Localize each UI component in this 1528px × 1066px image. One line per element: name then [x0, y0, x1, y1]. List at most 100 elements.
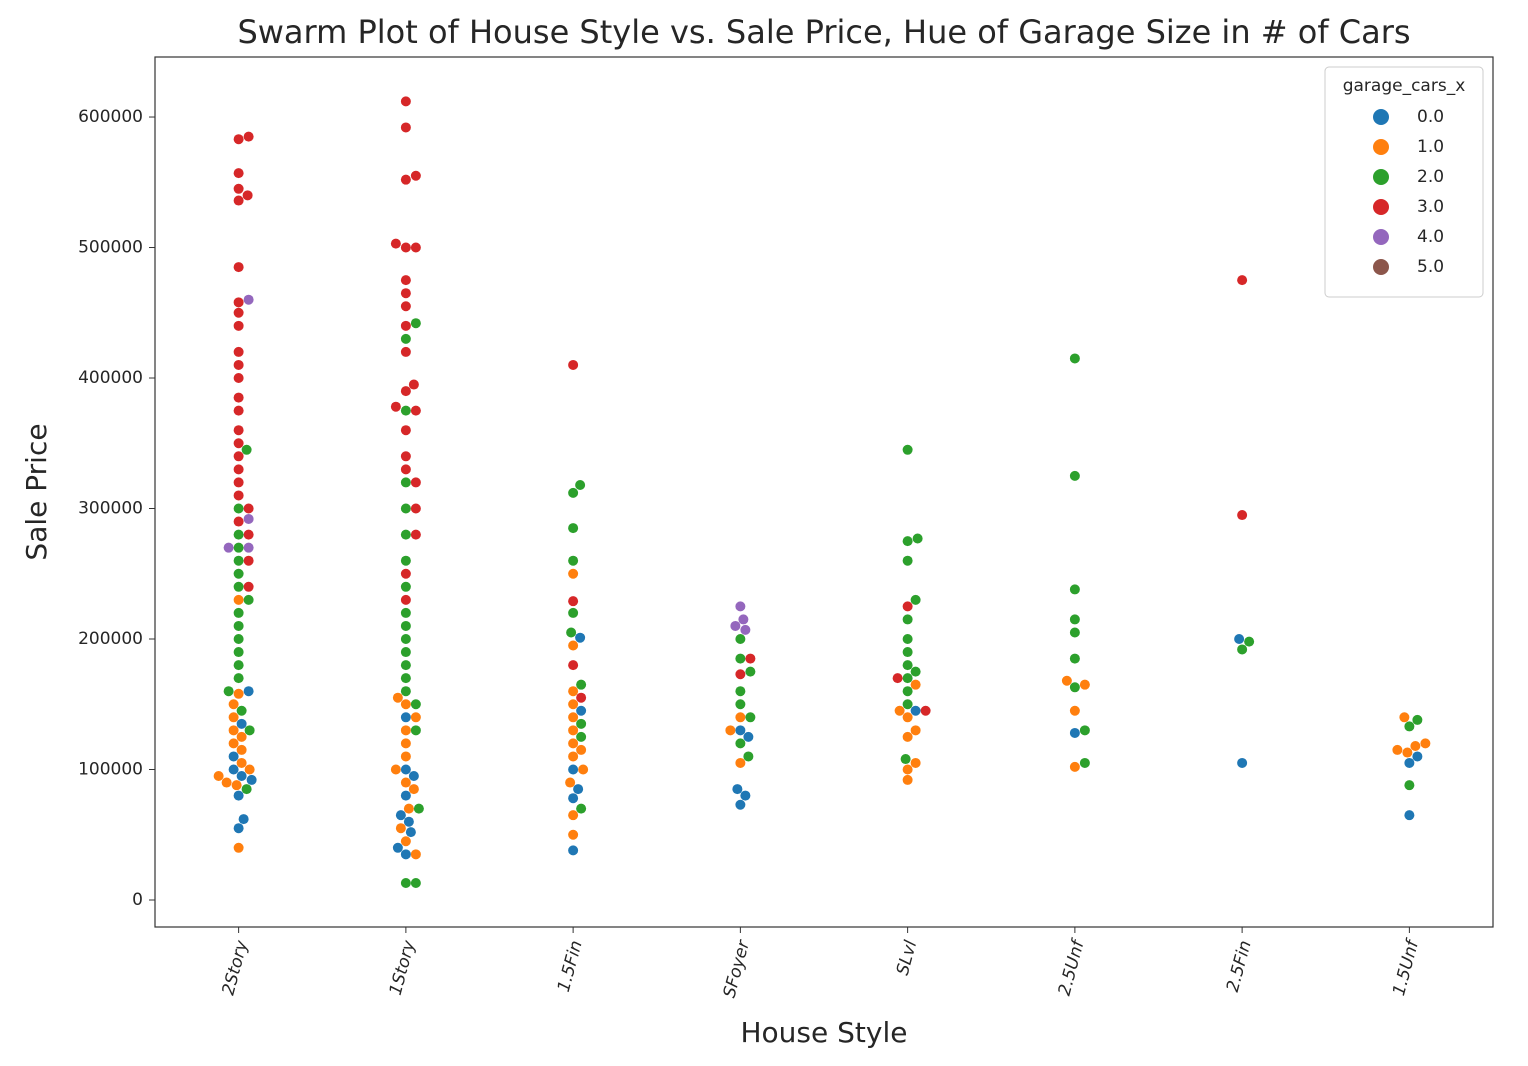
swarm-point [735, 799, 746, 810]
swarm-point [400, 242, 411, 253]
swarm-point [1404, 721, 1415, 732]
swarm-point [246, 774, 257, 785]
swarm-point [576, 679, 587, 690]
swarm-point [233, 262, 244, 273]
swarm-point [735, 601, 746, 612]
x-axis-label: House Style [741, 1016, 908, 1049]
swarm-point [1069, 705, 1080, 716]
swarm-point [745, 712, 756, 723]
swarm-point [413, 803, 424, 814]
swarm-point [902, 555, 913, 566]
swarm-point [392, 842, 403, 853]
swarm-point [228, 712, 239, 723]
swarm-point [400, 634, 411, 645]
swarm-point [902, 536, 913, 547]
swarm-point [233, 542, 244, 553]
swarm-point [236, 718, 247, 729]
swarm-point [410, 318, 421, 329]
swarm-point [575, 480, 586, 491]
swarm-point [244, 725, 255, 736]
legend-marker [1373, 259, 1389, 275]
legend-label: 0.0 [1417, 107, 1444, 127]
swarm-point [233, 568, 244, 579]
swarm-point [400, 594, 411, 605]
chart-title: Swarm Plot of House Style vs. Sale Price… [237, 13, 1410, 51]
swarm-point [1392, 744, 1403, 755]
legend-title: garage_cars_x [1343, 76, 1466, 96]
swarm-point [400, 555, 411, 566]
legend-label: 4.0 [1417, 227, 1444, 247]
swarm-point [1079, 757, 1090, 768]
swarm-point [568, 751, 579, 762]
swarm-point [576, 731, 587, 742]
swarm-point [233, 425, 244, 436]
swarm-point [410, 405, 421, 416]
swarm-point [400, 451, 411, 462]
y-tick-label: 200000 [78, 629, 143, 649]
swarm-point [910, 725, 921, 736]
swarm-point [400, 738, 411, 749]
swarm-point [1069, 614, 1080, 625]
swarm-point [568, 640, 579, 651]
swarm-point [1237, 757, 1248, 768]
swarm-point [1420, 738, 1431, 749]
swarm-point [233, 477, 244, 488]
swarm-point [408, 379, 419, 390]
swarm-point [233, 168, 244, 179]
x-tick-label: 2.5Unf [1055, 936, 1090, 998]
swarm-point [902, 634, 913, 645]
swarm-point [233, 842, 244, 853]
swarm-point [568, 712, 579, 723]
swarm-point [1412, 751, 1423, 762]
swarm-point [400, 301, 411, 312]
legend-label: 1.0 [1417, 137, 1444, 157]
y-tick-label: 300000 [78, 499, 143, 519]
swarm-point [233, 581, 244, 592]
swarm-point [735, 669, 746, 680]
swarm-point [568, 607, 579, 618]
swarm-point [735, 738, 746, 749]
swarm-point [243, 513, 254, 524]
swarm-point [568, 845, 579, 856]
swarm-point [568, 738, 579, 749]
swarm-point [568, 764, 579, 775]
plot-frame [154, 56, 1494, 928]
x-tick-label: 2Story [219, 938, 253, 998]
legend-marker [1373, 169, 1389, 185]
swarm-point [743, 751, 754, 762]
swarm-point [568, 596, 579, 607]
swarm-point [1069, 584, 1080, 595]
swarm-point [578, 764, 589, 775]
swarm-point [400, 790, 411, 801]
swarm-point [390, 401, 401, 412]
swarm-point [233, 688, 244, 699]
swarm-point [233, 620, 244, 631]
swarm-point [400, 712, 411, 723]
swarm-point [1404, 757, 1415, 768]
swarm-point [400, 333, 411, 344]
swarm-point [233, 790, 244, 801]
swarm-point [410, 477, 421, 488]
swarm-point [1069, 627, 1080, 638]
swarm-point [233, 438, 244, 449]
swarm-point [233, 647, 244, 658]
swarm-point [735, 757, 746, 768]
swarm-point [920, 705, 931, 716]
swarm-point [730, 620, 741, 631]
swarm-point [400, 346, 411, 357]
swarm-point [400, 477, 411, 488]
swarm-point [1061, 675, 1072, 686]
swarm-point [902, 647, 913, 658]
swarm-point [400, 764, 411, 775]
swarm-point [725, 725, 736, 736]
swarm-point [228, 764, 239, 775]
swarm-point [1069, 353, 1080, 364]
swarm-point [238, 814, 249, 825]
swarm-point [233, 516, 244, 527]
swarm-point [912, 533, 923, 544]
y-tick-label: 600000 [78, 107, 143, 127]
swarm-point [410, 725, 421, 736]
swarm-point [403, 816, 414, 827]
swarm-point [400, 849, 411, 860]
